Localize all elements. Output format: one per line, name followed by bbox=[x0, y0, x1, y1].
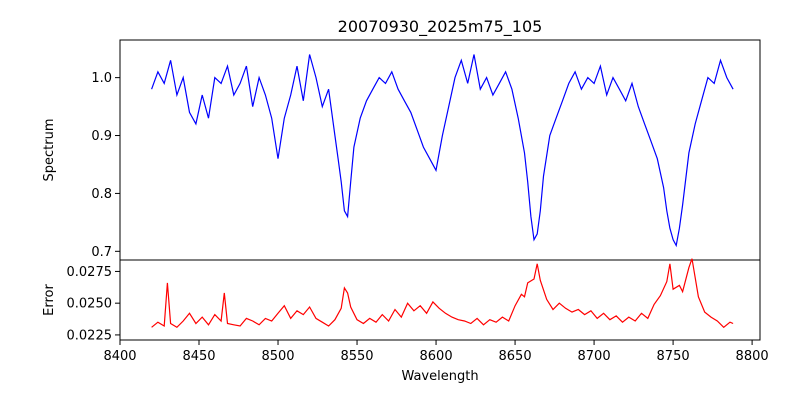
x-tick-label: 8700 bbox=[578, 349, 611, 364]
x-tick-label: 8500 bbox=[261, 349, 294, 364]
error-y-tick-label: 0.0275 bbox=[67, 265, 113, 280]
spectrum-y-tick-label: 0.9 bbox=[91, 129, 112, 144]
spectrum-y-tick-label: 0.8 bbox=[91, 187, 112, 202]
x-tick-label: 8600 bbox=[420, 349, 453, 364]
error-series-line bbox=[151, 258, 734, 329]
chart-title: 20070930_2025m75_105 bbox=[338, 17, 543, 37]
x-tick-label: 8400 bbox=[103, 349, 136, 364]
spectrum-y-tick-label: 1.0 bbox=[91, 71, 112, 86]
wavelength-x-ticks: 8400 8450 8500 8550 8600 8650 8700 8750 8800 bbox=[103, 340, 769, 364]
error-y-ticks: 0.0225 0.0250 0.0275 bbox=[67, 265, 120, 343]
x-tick-label: 8650 bbox=[499, 349, 532, 364]
error-y-tick-label: 0.0250 bbox=[67, 297, 113, 312]
x-tick-label: 8550 bbox=[340, 349, 373, 364]
spectrum-y-ticks: 0.7 0.8 0.9 1.0 bbox=[91, 71, 120, 260]
spectrum-y-tick-label: 0.7 bbox=[91, 245, 112, 260]
spectrum-y-axis-label: Spectrum bbox=[42, 119, 57, 182]
x-tick-label: 8450 bbox=[182, 349, 215, 364]
error-y-tick-label: 0.0225 bbox=[67, 328, 113, 343]
error-plot-frame bbox=[119, 259, 761, 341]
spectrum-series-line bbox=[151, 54, 734, 248]
error-y-axis-label: Error bbox=[42, 284, 57, 316]
x-axis-label: Wavelength bbox=[401, 369, 478, 384]
x-tick-label: 8800 bbox=[736, 349, 769, 364]
x-tick-label: 8750 bbox=[657, 349, 690, 364]
